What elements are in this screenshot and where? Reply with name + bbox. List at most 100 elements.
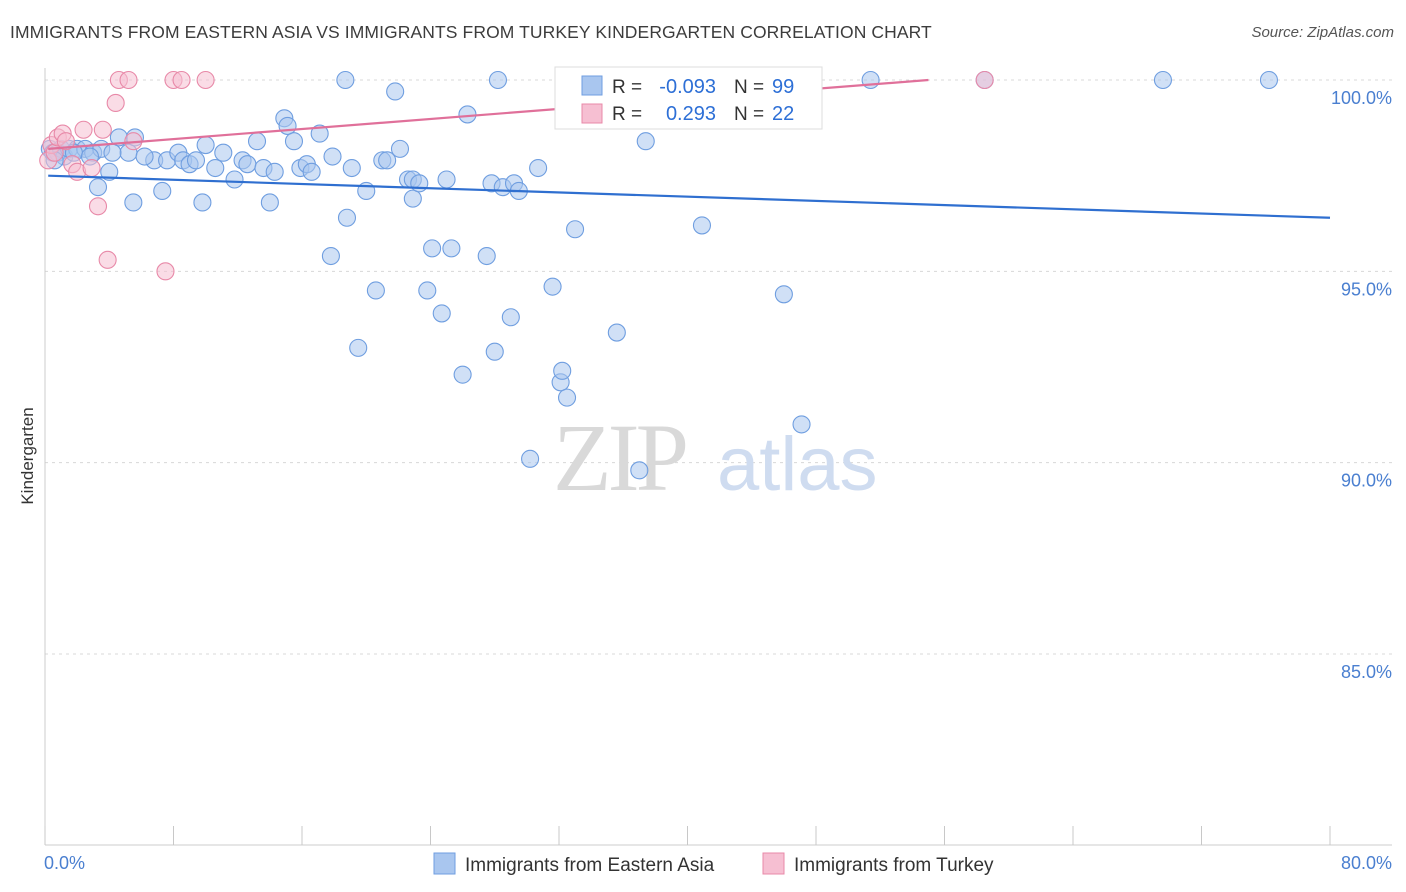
point-eastern-asia bbox=[337, 208, 357, 227]
point-eastern-asia bbox=[521, 449, 540, 468]
source-label: Source: ZipAtlas.com bbox=[1251, 24, 1394, 41]
point-eastern-asia bbox=[390, 139, 410, 158]
series-eastern-asia-points bbox=[40, 70, 1279, 480]
legend-label-turkey: Immigrants from Turkey bbox=[794, 855, 994, 876]
point-eastern-asia bbox=[135, 147, 154, 166]
point-eastern-asia bbox=[260, 193, 279, 212]
point-eastern-asia bbox=[153, 181, 172, 201]
point-eastern-asia bbox=[321, 246, 340, 266]
y-tick-label: 90.0% bbox=[1341, 471, 1392, 491]
point-turkey bbox=[56, 132, 75, 151]
point-turkey bbox=[196, 70, 215, 90]
point-eastern-asia bbox=[196, 136, 215, 155]
point-turkey bbox=[172, 70, 191, 90]
watermark-atlas: atlas bbox=[717, 422, 878, 507]
point-eastern-asia bbox=[453, 365, 472, 384]
point-eastern-asia bbox=[366, 281, 385, 300]
stats-swatch-turkey bbox=[581, 103, 603, 124]
point-eastern-asia bbox=[100, 162, 119, 181]
point-eastern-asia bbox=[488, 70, 508, 90]
point-eastern-asia bbox=[1153, 70, 1172, 90]
point-eastern-asia bbox=[636, 132, 655, 151]
point-eastern-asia bbox=[458, 105, 477, 124]
stats-r-label-2: R = bbox=[612, 104, 642, 125]
point-eastern-asia bbox=[349, 338, 368, 357]
axes bbox=[44, 68, 1392, 846]
point-turkey bbox=[106, 93, 125, 113]
point-eastern-asia bbox=[238, 155, 257, 174]
point-eastern-asia bbox=[336, 70, 355, 90]
stats-n-label-2: N = bbox=[734, 104, 764, 125]
point-eastern-asia bbox=[386, 82, 405, 101]
point-turkey bbox=[119, 70, 138, 90]
stats-r-label-1: R = bbox=[612, 77, 642, 98]
point-eastern-asia bbox=[792, 415, 811, 434]
point-eastern-asia bbox=[501, 308, 520, 327]
point-eastern-asia bbox=[124, 193, 143, 212]
stats-box: R = -0.093 N = 99 R = 0.293 N = 22 bbox=[554, 66, 823, 130]
y-tick-label: 95.0% bbox=[1341, 279, 1392, 299]
point-eastern-asia bbox=[692, 216, 712, 235]
point-eastern-asia bbox=[342, 158, 361, 178]
trend-line-eastern-asia bbox=[48, 174, 1331, 219]
point-eastern-asia bbox=[774, 285, 793, 304]
point-eastern-asia bbox=[284, 132, 304, 151]
x-tick-labels: 0.0% 80.0% bbox=[44, 853, 1392, 873]
point-eastern-asia bbox=[193, 193, 212, 212]
y-tick-label: 85.0% bbox=[1341, 662, 1392, 682]
point-eastern-asia bbox=[225, 170, 244, 189]
point-eastern-asia bbox=[553, 361, 572, 380]
point-eastern-asia bbox=[206, 158, 225, 178]
point-eastern-asia bbox=[278, 116, 297, 135]
point-eastern-asia bbox=[477, 246, 496, 266]
point-eastern-asia bbox=[378, 151, 397, 170]
point-turkey bbox=[156, 262, 175, 281]
point-eastern-asia bbox=[557, 388, 577, 407]
stats-r-value-2: 0.293 bbox=[666, 103, 716, 125]
point-eastern-asia bbox=[529, 158, 548, 178]
stats-swatch-eastern-asia bbox=[581, 75, 603, 96]
point-eastern-asia bbox=[214, 143, 233, 162]
point-eastern-asia bbox=[403, 189, 422, 208]
point-eastern-asia bbox=[607, 323, 626, 342]
stats-r-value-1: -0.093 bbox=[659, 76, 716, 98]
stats-n-label-1: N = bbox=[734, 77, 764, 98]
watermark-zip: ZIP bbox=[553, 404, 686, 511]
legend-swatch-eastern-asia bbox=[433, 852, 456, 875]
point-eastern-asia bbox=[418, 281, 437, 300]
point-eastern-asia bbox=[323, 147, 342, 166]
point-eastern-asia bbox=[302, 162, 321, 181]
point-eastern-asia bbox=[265, 162, 284, 181]
point-eastern-asia bbox=[442, 239, 461, 258]
point-turkey bbox=[975, 70, 994, 90]
stats-n-value-1: 99 bbox=[772, 76, 794, 98]
point-eastern-asia bbox=[1259, 70, 1279, 90]
point-turkey bbox=[98, 250, 117, 269]
point-eastern-asia bbox=[310, 124, 329, 143]
point-eastern-asia bbox=[543, 277, 562, 296]
legend: Immigrants from Eastern Asia Immigrants … bbox=[433, 852, 994, 876]
y-tick-labels: 85.0% 90.0% 95.0% 100.0% bbox=[1331, 88, 1392, 682]
point-turkey bbox=[82, 158, 101, 178]
stats-n-value-2: 22 bbox=[772, 103, 794, 125]
y-axis-title: Kindergarten bbox=[18, 407, 37, 504]
legend-swatch-turkey bbox=[762, 852, 785, 875]
point-turkey bbox=[74, 120, 93, 139]
legend-label-eastern-asia: Immigrants from Eastern Asia bbox=[465, 855, 715, 876]
point-eastern-asia bbox=[423, 239, 442, 258]
grid-lines bbox=[45, 79, 1392, 655]
point-eastern-asia bbox=[88, 178, 108, 197]
point-eastern-asia bbox=[186, 151, 206, 170]
point-eastern-asia bbox=[410, 174, 429, 193]
watermark: ZIP atlas bbox=[553, 404, 878, 511]
point-eastern-asia bbox=[630, 461, 649, 480]
point-eastern-asia bbox=[103, 143, 122, 162]
chart-title: IMMIGRANTS FROM EASTERN ASIA VS IMMIGRAN… bbox=[10, 22, 932, 42]
y-tick-label: 100.0% bbox=[1331, 88, 1392, 108]
point-eastern-asia bbox=[432, 304, 451, 323]
point-eastern-asia bbox=[566, 220, 585, 239]
point-eastern-asia bbox=[485, 342, 504, 361]
x-tick-label-max: 80.0% bbox=[1341, 853, 1392, 873]
point-turkey bbox=[88, 197, 108, 216]
